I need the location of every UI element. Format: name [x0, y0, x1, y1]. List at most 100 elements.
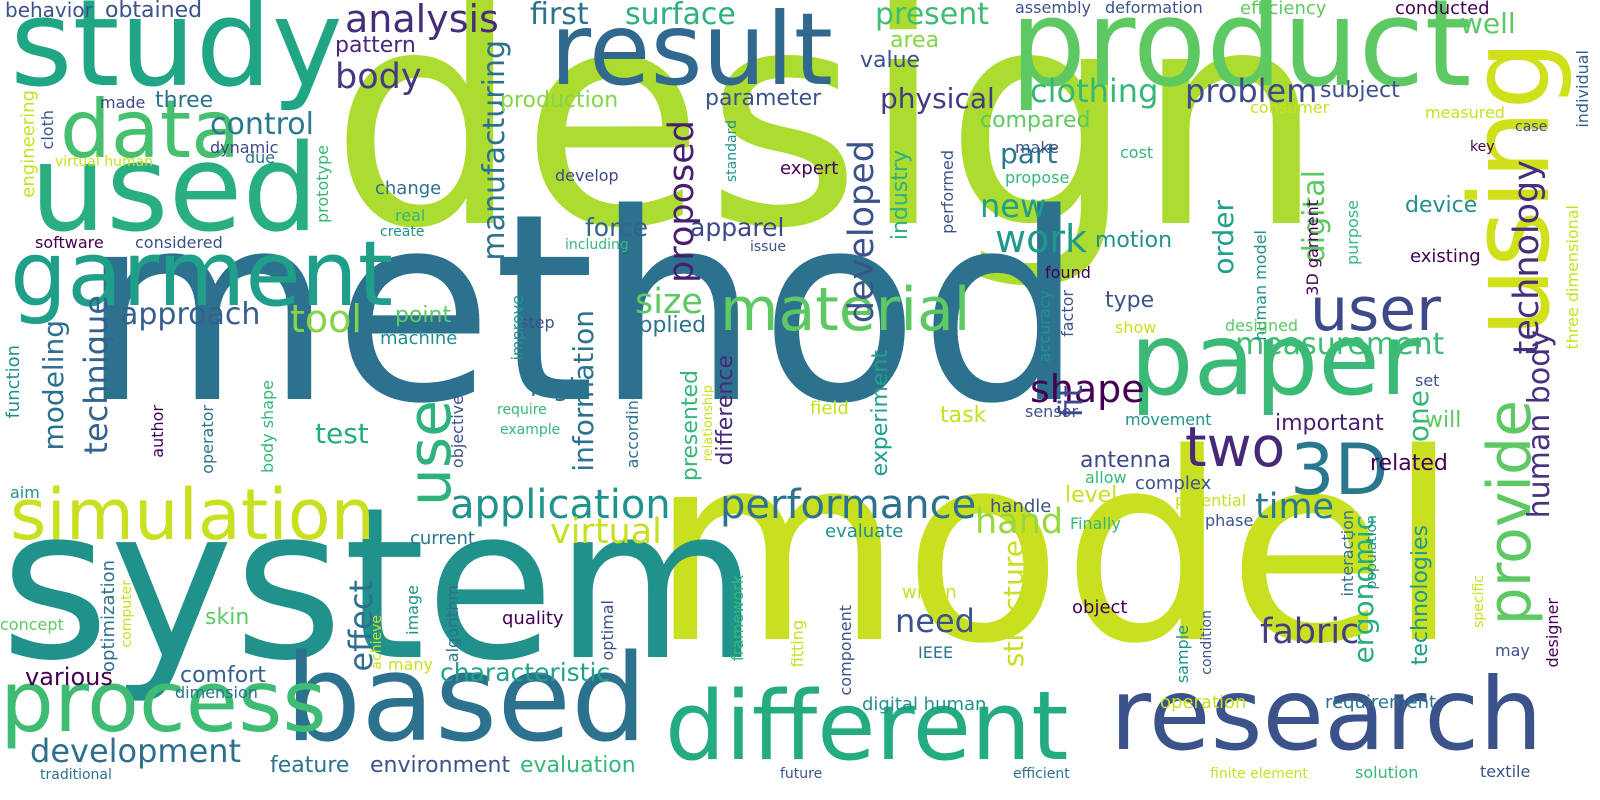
word-designed: designed — [1225, 316, 1299, 335]
word-finally: Finally — [1070, 514, 1121, 533]
word-point: point — [395, 303, 452, 328]
word-analysis: analysis — [345, 0, 499, 41]
word-digital-human: digital human — [862, 694, 987, 715]
word-feature: feature — [270, 753, 350, 778]
word-virtual: virtual — [550, 512, 662, 552]
word-ieee: IEEE — [918, 643, 954, 662]
word-dynamic: dynamic — [210, 138, 279, 157]
word-data: data — [60, 83, 241, 176]
word-sample: sample — [1173, 625, 1192, 684]
word-sensor: sensor — [1025, 402, 1079, 421]
word-level: level — [1065, 483, 1118, 508]
word-relationship: relationship — [701, 385, 716, 462]
word-case: case — [1515, 119, 1548, 135]
word-complex: complex — [1135, 473, 1212, 494]
word-traditional: traditional — [40, 767, 112, 783]
word-skin: skin — [205, 605, 250, 630]
word-allow: allow — [1085, 468, 1127, 487]
word-accuracy: accuracy — [1035, 290, 1054, 363]
word-field: field — [810, 398, 849, 419]
word-propose: propose — [1005, 168, 1070, 187]
word-force: force — [585, 213, 648, 242]
word-various: various — [25, 663, 113, 691]
word-production: production — [500, 88, 619, 113]
word-optimization: optimization — [98, 560, 119, 672]
word-found: found — [1045, 263, 1091, 282]
word-industry: industry — [888, 150, 913, 241]
word-first: first — [530, 0, 589, 32]
word-approach: approach — [120, 297, 261, 332]
word-performed: performed — [938, 150, 957, 234]
word-performance: performance — [720, 482, 977, 528]
word-many: many — [388, 655, 433, 674]
word-author: author — [148, 405, 167, 458]
word-application: application — [450, 482, 671, 528]
word-three: three — [155, 88, 214, 113]
word-step: step — [520, 313, 555, 332]
word-develop: develop — [555, 166, 619, 185]
word-3d-garment: 3D garment — [1303, 200, 1322, 296]
word-modeling: modeling — [37, 320, 70, 451]
word-due: due — [245, 148, 276, 167]
word-based: based — [285, 630, 648, 769]
word-order: order — [1207, 200, 1240, 275]
word-human: human — [1177, 515, 1210, 613]
word-according: according — [623, 390, 642, 469]
word-conducted: conducted — [1395, 0, 1490, 19]
word-current: current — [410, 528, 475, 549]
word-efficient: efficient — [1013, 766, 1070, 782]
word-task: task — [940, 403, 987, 428]
word-structure: structure — [997, 540, 1030, 668]
word-may: may — [1495, 641, 1530, 660]
word-potential: potential — [1175, 491, 1247, 510]
word-specific: specific — [1471, 575, 1487, 628]
word-considered: considered — [135, 233, 223, 252]
word-presented: presented — [678, 370, 703, 482]
word-research: research — [1110, 656, 1543, 773]
word-need: need — [895, 602, 975, 640]
word-apparel: apparel — [690, 213, 785, 242]
word-clothing: clothing — [1030, 72, 1159, 110]
word-user: user — [1310, 275, 1441, 345]
word-handle: handle — [990, 496, 1052, 517]
word-body: body — [335, 57, 422, 97]
word-parameter: parameter — [705, 86, 822, 111]
word-objective: objective — [448, 395, 467, 469]
word-designer: designer — [1543, 598, 1562, 668]
word-value: value — [860, 48, 921, 73]
word-technologies: technologies — [1408, 525, 1433, 666]
word-textile: textile — [1480, 762, 1531, 781]
word-aim: aim — [10, 483, 40, 502]
word-operation: operation — [1160, 692, 1247, 713]
word-set: set — [1415, 371, 1440, 390]
word-design: design — [330, 0, 1326, 294]
word-movement: movement — [1125, 410, 1212, 429]
word-important: important — [1275, 411, 1384, 436]
word-area: area — [890, 28, 940, 53]
word-improve: improve — [508, 295, 527, 361]
word-expert: expert — [780, 158, 839, 179]
word-development: development — [30, 732, 242, 770]
word-study: study — [10, 0, 343, 114]
word-part: part — [1000, 137, 1058, 170]
word-fitting: fitting — [788, 620, 807, 668]
word-will: will — [1425, 408, 1462, 433]
word-difference: difference — [713, 355, 738, 466]
word-key: key — [1470, 139, 1495, 155]
word-compared: compared — [980, 108, 1091, 133]
word-existing: existing — [1410, 246, 1481, 267]
word-individual: individual — [1573, 50, 1592, 128]
word-subject: subject — [1320, 78, 1400, 103]
word-condition: condition — [1199, 610, 1215, 675]
word-physical: physical — [880, 82, 995, 115]
word-factor: factor — [1058, 290, 1077, 337]
word-type: type — [1105, 288, 1155, 313]
word-motion: motion — [1095, 228, 1173, 253]
word-technique: technique — [77, 295, 115, 455]
word-dimension: dimension — [175, 683, 258, 702]
word-comfort: comfort — [180, 663, 266, 688]
word-characteristic: characteristic — [440, 658, 611, 687]
word-shape: shape — [1030, 367, 1145, 411]
word-algorithm: algorithm — [443, 585, 462, 663]
word-purpose: purpose — [1343, 200, 1362, 265]
